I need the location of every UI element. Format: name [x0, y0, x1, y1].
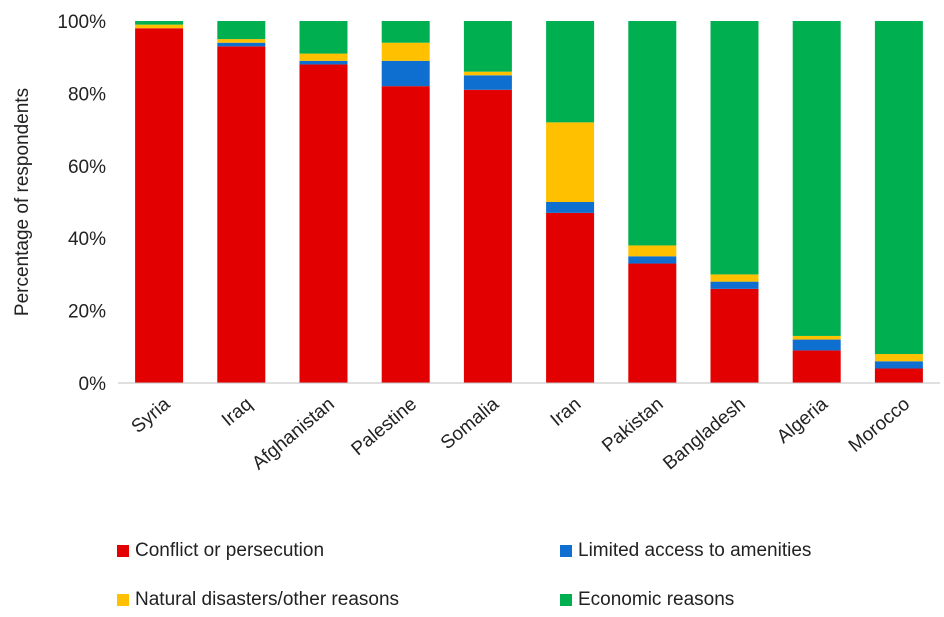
- y-axis-label: Percentage of respondents: [12, 88, 33, 316]
- x-tick-label: Syria: [128, 393, 175, 437]
- bar-segment-iran-s2: [546, 122, 595, 202]
- bar-segment-pakistan-s2: [628, 245, 677, 257]
- y-tick-label: 60%: [68, 157, 106, 178]
- bar-segment-bangladesh-s1: [710, 281, 759, 289]
- bar-segment-morocco-s3: [874, 21, 923, 355]
- bar-segment-algeria-s1: [792, 339, 841, 351]
- bar-segment-morocco-s2: [874, 354, 923, 362]
- bar-segment-morocco-s1: [874, 361, 923, 369]
- bar-segment-palestine-s0: [381, 86, 430, 383]
- bar-segment-somalia-s2: [463, 71, 512, 76]
- bar-segment-palestine-s1: [381, 60, 430, 87]
- bar-segment-afghanistan-s1: [299, 60, 348, 65]
- bar-segment-syria-s3: [135, 21, 184, 25]
- bar-segment-morocco-s0: [874, 368, 923, 383]
- x-tick-label: Iran: [547, 394, 586, 431]
- bar-segment-afghanistan-s2: [299, 53, 348, 61]
- y-tick-label: 40%: [68, 229, 106, 250]
- bar-segment-algeria-s0: [792, 350, 841, 383]
- bar-segment-syria-s2: [135, 24, 184, 29]
- bar-segment-somalia-s3: [463, 21, 512, 72]
- bar-segment-iraq-s3: [217, 21, 266, 40]
- bar-segment-syria-s0: [135, 28, 184, 384]
- bar-segment-pakistan-s0: [628, 263, 677, 383]
- bar-segment-afghanistan-s0: [299, 64, 348, 383]
- y-tick-label: 20%: [68, 302, 106, 323]
- bar-segment-palestine-s2: [381, 42, 430, 61]
- y-tick-label: 80%: [68, 84, 106, 105]
- bar-segment-somalia-s1: [463, 75, 512, 90]
- y-tick-label: 100%: [57, 12, 106, 33]
- x-tick-label: Afghanistan: [248, 394, 338, 475]
- x-tick-label: Pakistan: [598, 394, 667, 457]
- bar-segment-somalia-s0: [463, 89, 512, 383]
- bar-segment-bangladesh-s0: [710, 288, 759, 383]
- bar-segment-afghanistan-s3: [299, 21, 348, 54]
- bar-segment-bangladesh-s2: [710, 274, 759, 282]
- x-tick-label: Morocco: [845, 394, 914, 457]
- y-tick-label: 0%: [79, 374, 107, 395]
- bar-segment-algeria-s3: [792, 21, 841, 336]
- bar-segment-bangladesh-s3: [710, 21, 759, 275]
- x-tick-label: Iraq: [218, 394, 257, 431]
- bar-segment-iraq-s0: [217, 46, 266, 384]
- bar-segment-iran-s1: [546, 202, 595, 213]
- x-tick-label: Bangladesh: [659, 394, 749, 475]
- bar-segment-iran-s0: [546, 212, 595, 383]
- bar-segment-algeria-s2: [792, 335, 841, 340]
- bar-segment-pakistan-s3: [628, 21, 677, 246]
- bar-segment-iraq-s2: [217, 39, 266, 43]
- bar-segment-iraq-s1: [217, 42, 266, 47]
- bar-segment-iran-s3: [546, 21, 595, 123]
- bar-segment-pakistan-s1: [628, 256, 677, 264]
- x-tick-label: Palestine: [348, 394, 421, 460]
- bar-segment-palestine-s3: [381, 21, 430, 43]
- x-tick-label: Algeria: [773, 393, 832, 447]
- x-tick-label: Somalia: [437, 393, 503, 453]
